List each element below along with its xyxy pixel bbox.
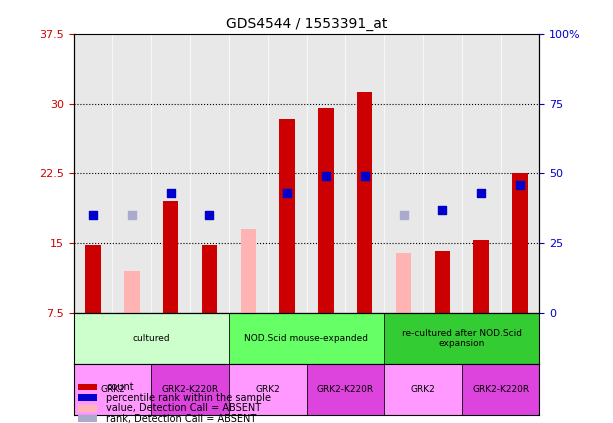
Text: value, Detection Call = ABSENT: value, Detection Call = ABSENT xyxy=(106,403,261,413)
Point xyxy=(360,173,370,180)
Text: rank, Detection Call = ABSENT: rank, Detection Call = ABSENT xyxy=(106,414,256,423)
FancyBboxPatch shape xyxy=(229,364,306,415)
Point xyxy=(321,173,331,180)
FancyBboxPatch shape xyxy=(306,364,384,415)
Bar xyxy=(85,245,101,313)
FancyBboxPatch shape xyxy=(229,313,384,364)
Text: percentile rank within the sample: percentile rank within the sample xyxy=(106,393,271,403)
Bar xyxy=(163,201,178,313)
Bar xyxy=(124,271,140,313)
Bar xyxy=(435,251,450,313)
Bar xyxy=(78,384,97,390)
Text: NOD.Scid mouse-expanded: NOD.Scid mouse-expanded xyxy=(245,334,368,343)
Point xyxy=(282,190,292,196)
Bar xyxy=(396,253,411,313)
Point xyxy=(515,181,525,188)
Text: cultured: cultured xyxy=(132,334,170,343)
FancyBboxPatch shape xyxy=(462,364,539,415)
Point xyxy=(205,212,215,219)
Bar xyxy=(357,93,373,313)
FancyBboxPatch shape xyxy=(384,364,462,415)
Text: GRK2: GRK2 xyxy=(255,385,280,394)
Bar xyxy=(78,405,97,412)
Point xyxy=(398,212,408,219)
Text: count: count xyxy=(106,382,134,392)
Point xyxy=(438,206,447,213)
Bar xyxy=(240,229,256,313)
Text: GRK2-K220R: GRK2-K220R xyxy=(317,385,374,394)
Text: re-cultured after NOD.Scid
expansion: re-cultured after NOD.Scid expansion xyxy=(402,329,522,348)
Title: GDS4544 / 1553391_at: GDS4544 / 1553391_at xyxy=(226,17,387,31)
Bar xyxy=(78,415,97,422)
Text: GRK2: GRK2 xyxy=(100,385,125,394)
Text: GRK2-K220R: GRK2-K220R xyxy=(161,385,219,394)
Bar xyxy=(280,119,295,313)
FancyBboxPatch shape xyxy=(384,313,539,364)
Text: GRK2: GRK2 xyxy=(411,385,435,394)
FancyBboxPatch shape xyxy=(74,313,229,364)
Bar xyxy=(512,173,528,313)
Bar xyxy=(318,108,333,313)
Point xyxy=(166,190,175,196)
Point xyxy=(127,212,137,219)
Bar xyxy=(78,394,97,401)
Bar xyxy=(202,245,217,313)
Text: GRK2-K220R: GRK2-K220R xyxy=(472,385,529,394)
Point xyxy=(476,190,486,196)
FancyBboxPatch shape xyxy=(74,364,151,415)
FancyBboxPatch shape xyxy=(151,364,229,415)
Bar xyxy=(473,240,489,313)
Point xyxy=(88,212,98,219)
